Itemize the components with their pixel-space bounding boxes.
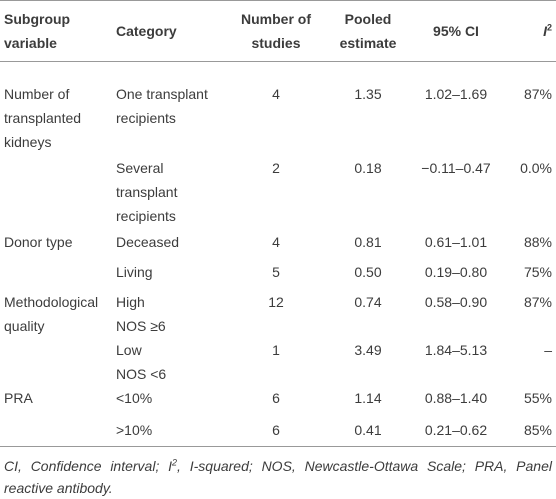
- category-text: Low: [116, 342, 142, 358]
- header-cell: Subgroup variable: [0, 0, 112, 62]
- ci-cell: 0.21–0.62: [406, 414, 506, 447]
- header-cell: 95% CI: [406, 0, 506, 62]
- ci-cell: 0.88–1.40: [424, 390, 488, 406]
- category-cell: Living: [112, 256, 222, 286]
- footnote: CI, Confidence interval; I2, I-squared; …: [0, 447, 556, 499]
- pooled-cell: 1.14: [354, 390, 382, 406]
- header-text: studies: [251, 35, 301, 51]
- ci-cell: 1.02–1.69: [424, 86, 488, 102]
- i2-cell: 87%: [523, 294, 552, 310]
- footnote-text: CI, Confidence interval; I: [4, 457, 173, 474]
- category-cell: Low NOS <6: [112, 338, 222, 386]
- category-text: <10%: [116, 390, 153, 406]
- data-table: Subgroup variable Category Number of studies…: [0, 0, 556, 447]
- pooled-cell: 3.49: [354, 342, 382, 358]
- category-text: Deceased: [116, 234, 180, 250]
- subgroup-text: Donor type: [4, 234, 73, 250]
- table-row: Methodological quality High NOS ≥6 12 0.74 0.5…: [0, 286, 556, 338]
- category-text: recipients: [116, 208, 176, 224]
- ci-cell: 0.61–1.01: [424, 234, 488, 250]
- footnote-sup: 2: [172, 456, 178, 467]
- header-sup: 2: [546, 22, 552, 33]
- ci-cell: −0.11–0.47: [421, 160, 491, 176]
- header-cell: I2: [506, 0, 556, 62]
- category-cell: >10%: [112, 414, 222, 447]
- pooled-cell: 0.50: [354, 264, 382, 280]
- category-text: One transplant: [116, 86, 208, 102]
- subgroup-text: quality: [4, 318, 45, 334]
- header-cell: Number of studies: [222, 0, 330, 62]
- pooled-cell: 0.18: [354, 160, 382, 176]
- category-cell: One transplant recipients: [112, 62, 222, 155]
- ci-cell: 0.58–0.90: [424, 294, 488, 310]
- subgroup-text: transplanted: [4, 110, 82, 126]
- pooled-cell: 0.41: [330, 414, 406, 447]
- table-row: PRA <10% 6 1.14 0.88–1.40 55%: [0, 386, 556, 414]
- category-text: NOS <6: [116, 366, 167, 382]
- table-row: Number of transplanted kidneys One transpla…: [0, 62, 556, 155]
- table-row: Donor type Deceased 4 0.81 0.61–1.01 88%: [0, 228, 556, 256]
- category-text: NOS ≥6: [116, 318, 166, 334]
- header-text: Subgroup: [4, 11, 71, 27]
- i2-cell: 85%: [506, 414, 556, 447]
- header-text: 95% CI: [433, 23, 479, 39]
- subgroup-cell: Methodological quality: [0, 286, 112, 338]
- subgroup-text: kidneys: [4, 134, 52, 150]
- studies-cell: 4: [272, 86, 280, 102]
- table-row: Several transplant recipients 2 0.18 −0.11–0.…: [0, 154, 556, 228]
- header-text: I: [543, 23, 547, 39]
- studies-cell: 4: [272, 234, 280, 250]
- header-cell: Category: [112, 0, 222, 62]
- studies-cell: 5: [272, 264, 280, 280]
- category-cell: Deceased: [112, 228, 222, 256]
- i2-cell: 0.0%: [520, 160, 552, 176]
- subgroup-cell: Number of transplanted kidneys: [0, 62, 112, 155]
- subgroup-cell: [0, 414, 112, 447]
- subgroup-text: Number of: [4, 86, 70, 102]
- studies-cell: 6: [272, 390, 280, 406]
- category-cell: High NOS ≥6: [112, 286, 222, 338]
- category-text: transplant: [116, 184, 178, 200]
- i2-cell: 88%: [523, 234, 552, 250]
- studies-cell: 12: [268, 294, 284, 310]
- table-row: Living 5 0.50 0.19–0.80 75%: [0, 256, 556, 286]
- header-text: Number of: [241, 11, 311, 27]
- ci-cell: 0.19–0.80: [424, 264, 488, 280]
- table-row: Low NOS <6 1 3.49 1.84–5.13 –: [0, 338, 556, 386]
- subgroup-cell: [0, 338, 112, 386]
- header-text: estimate: [339, 35, 397, 51]
- ci-cell: 1.84–5.13: [424, 342, 488, 358]
- category-text: Several: [116, 160, 164, 176]
- studies-cell: 1: [272, 342, 280, 358]
- i2-cell: 75%: [523, 264, 552, 280]
- header-text: Category: [116, 23, 177, 39]
- studies-cell: 2: [272, 160, 280, 176]
- table-row: >10% 6 0.41 0.21–0.62 85%: [0, 414, 556, 447]
- header-text: variable: [4, 35, 57, 51]
- category-text: recipients: [116, 110, 176, 126]
- i2-cell: –: [544, 342, 552, 358]
- category-text: >10%: [116, 422, 153, 438]
- category-text: Living: [116, 264, 153, 280]
- i2-cell: 87%: [523, 86, 552, 102]
- category-text: High: [116, 294, 145, 310]
- subgroup-cell: [0, 154, 112, 228]
- studies-cell: 6: [222, 414, 330, 447]
- header-text: Pooled: [344, 11, 392, 27]
- header-row: Subgroup variable Category Number of studies…: [0, 0, 556, 62]
- subgroup-cell: [0, 256, 112, 286]
- category-cell: Several transplant recipients: [112, 154, 222, 228]
- table-body: Number of transplanted kidneys One transpla…: [0, 62, 556, 447]
- subgroup-cell: PRA: [0, 386, 112, 414]
- header-cell: Pooled estimate: [330, 0, 406, 62]
- pooled-cell: 0.81: [354, 234, 382, 250]
- subgroup-cell: Donor type: [0, 228, 112, 256]
- pooled-cell: 0.74: [354, 294, 382, 310]
- category-cell: <10%: [112, 386, 222, 414]
- pooled-cell: 1.35: [354, 86, 382, 102]
- subgroup-text: PRA: [4, 390, 33, 406]
- i2-cell: 55%: [523, 390, 552, 406]
- subgroup-text: Methodological: [4, 294, 99, 310]
